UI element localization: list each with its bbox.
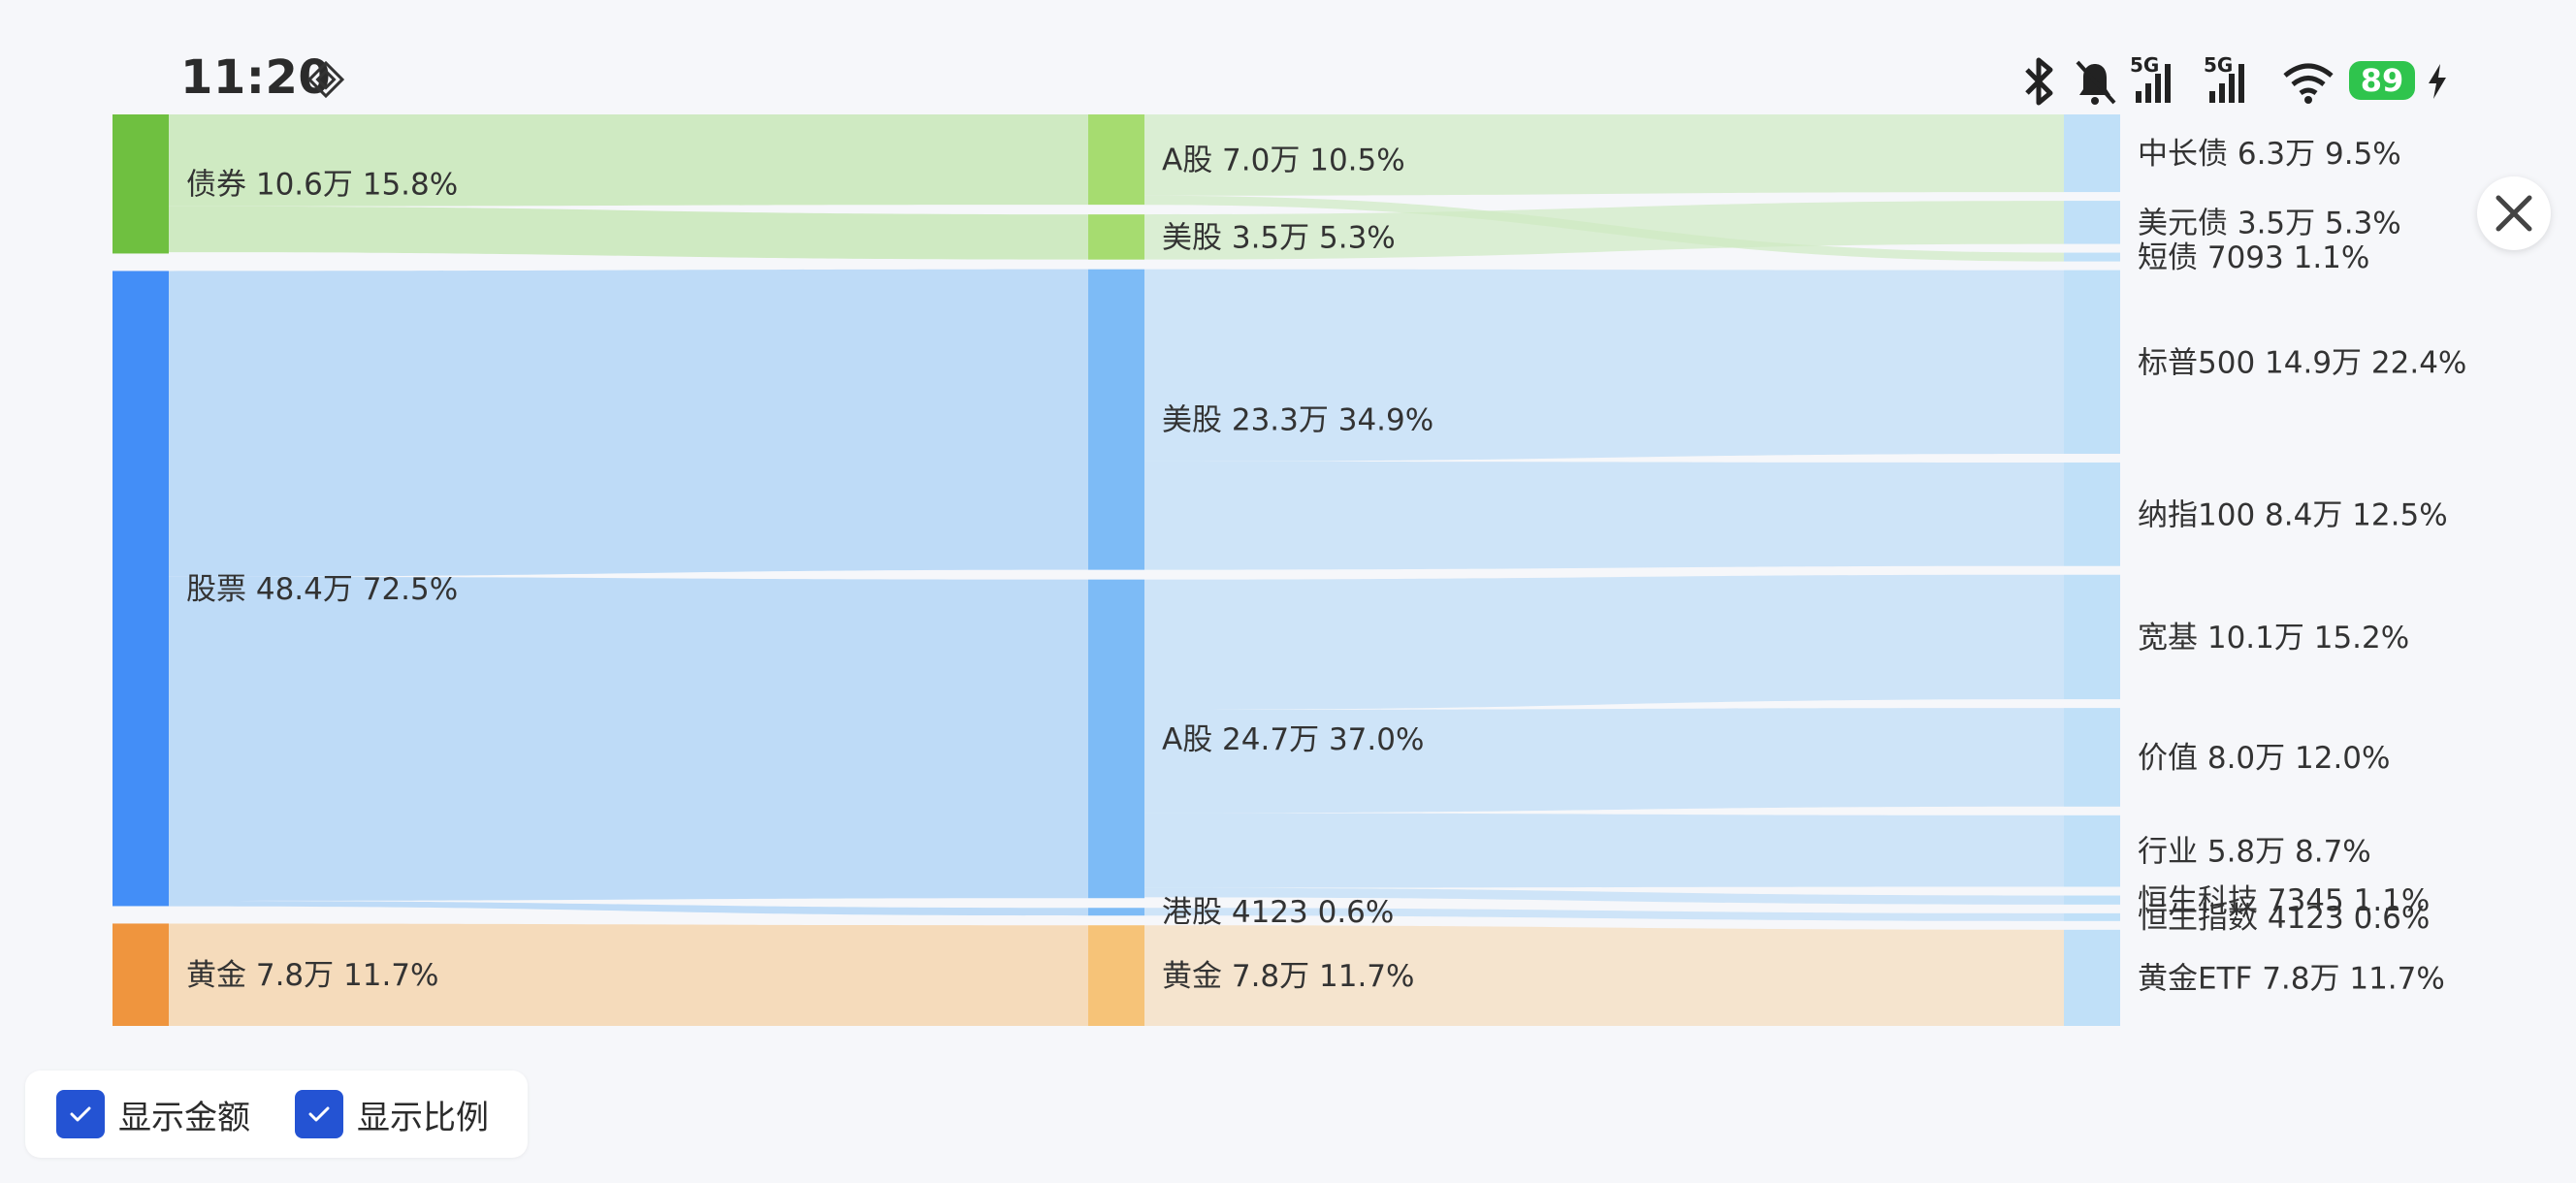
show-amount-checkbox[interactable]: [56, 1090, 105, 1138]
link-stock-stock_hk[interactable]: [169, 901, 1088, 916]
node-stock_hk[interactable]: [1088, 908, 1144, 916]
node-label-long_bond: 中长债 6.3万 9.5%: [2138, 137, 2401, 172]
node-sp500[interactable]: [2064, 270, 2120, 454]
node-label-gold_mid: 黄金 7.8万 11.7%: [1162, 959, 1415, 994]
node-label-gold_etf: 黄金ETF 7.8万 11.7%: [2138, 961, 2445, 996]
link-stock_a-broad[interactable]: [1144, 574, 2064, 711]
show-ratio-label: 显示比例: [357, 1098, 489, 1137]
node-label-hstech: 恒生科技 7345 1.1%: [2138, 883, 2430, 918]
node-label-gold: 黄金 7.8万 11.7%: [186, 958, 439, 993]
node-stock_a[interactable]: [1088, 579, 1144, 899]
link-bond-bond_a[interactable]: [169, 114, 1088, 207]
node-short_bond[interactable]: [2064, 252, 2120, 262]
node-broad[interactable]: [2064, 574, 2120, 700]
link-bond-bond_us[interactable]: [169, 206, 1088, 260]
link-stock_a-value[interactable]: [1144, 708, 2064, 814]
link-stock_us-ndx100[interactable]: [1144, 461, 2064, 570]
node-label-short_bond: 短债 7093 1.1%: [2138, 240, 2369, 275]
close-icon: [2496, 195, 2532, 232]
node-label-stock_a: A股 24.7万 37.0%: [1162, 722, 1424, 757]
node-hstech[interactable]: [2064, 895, 2120, 905]
link-stock_hk-hsi[interactable]: [1144, 908, 2064, 921]
node-gold_mid[interactable]: [1088, 925, 1144, 1026]
nodes-layer: [113, 114, 2120, 1026]
checkmark-icon: [70, 1106, 91, 1122]
node-label-value: 价值 8.0万 12.0%: [2138, 741, 2391, 776]
link-gold-gold_mid[interactable]: [169, 923, 1088, 1026]
labels-layer: 债券 10.6万 15.8% 股票 48.4万 72.5% 黄金 7.8万 11.7…: [186, 137, 2466, 996]
node-hsi[interactable]: [2064, 912, 2120, 921]
node-label-stock: 股票 48.4万 72.5%: [186, 572, 458, 607]
show-ratio-checkbox[interactable]: [295, 1090, 343, 1138]
node-label-ndx100: 纳指100 8.4万 12.5%: [2138, 497, 2448, 532]
link-gold_mid-gold_etf[interactable]: [1144, 925, 2064, 1026]
show-amount-toggle[interactable]: 显示金额: [56, 1088, 250, 1140]
node-label-sp500: 标普500 14.9万 22.4%: [2138, 345, 2466, 380]
node-label-stock_hk: 港股 4123 0.6%: [1162, 895, 1394, 930]
checkmark-icon: [308, 1106, 330, 1122]
node-label-stock_us: 美股 23.3万 34.9%: [1162, 403, 1433, 438]
node-stock[interactable]: [113, 271, 169, 907]
link-stock_a-sector[interactable]: [1144, 813, 2064, 888]
node-gold[interactable]: [113, 923, 169, 1026]
display-options-panel: 显示金额 显示比例: [25, 1071, 528, 1158]
node-sector[interactable]: [2064, 815, 2120, 887]
node-value[interactable]: [2064, 708, 2120, 807]
node-gold_etf[interactable]: [2064, 929, 2120, 1026]
node-label-usd_bond: 美元债 3.5万 5.3%: [2138, 206, 2401, 240]
node-bond_us[interactable]: [1088, 214, 1144, 260]
node-bond_a[interactable]: [1088, 114, 1144, 206]
link-stock-stock_us[interactable]: [169, 269, 1088, 577]
link-stock_a-hstech[interactable]: [1144, 887, 2064, 905]
node-label-bond_us: 美股 3.5万 5.3%: [1162, 220, 1396, 255]
link-stock-stock_a[interactable]: [169, 576, 1088, 902]
close-button[interactable]: [2477, 176, 2551, 250]
show-amount-label: 显示金额: [118, 1098, 250, 1137]
node-ndx100[interactable]: [2064, 462, 2120, 566]
node-label-bond: 债券 10.6万 15.8%: [186, 168, 458, 203]
link-bond_a-long_bond[interactable]: [1144, 114, 2064, 196]
link-bond_us-usd_bond[interactable]: [1144, 201, 2064, 260]
node-label-sector: 行业 5.8万 8.7%: [2138, 835, 2371, 870]
link-stock_us-sp500[interactable]: [1144, 269, 2064, 462]
node-usd_bond[interactable]: [2064, 201, 2120, 244]
node-long_bond[interactable]: [2064, 114, 2120, 193]
node-label-broad: 宽基 10.1万 15.2%: [2138, 621, 2409, 655]
node-label-bond_a: A股 7.0万 10.5%: [1162, 144, 1405, 178]
node-stock_us[interactable]: [1088, 269, 1144, 570]
show-ratio-toggle[interactable]: 显示比例: [295, 1088, 489, 1140]
node-label-hsi: 恒生指数 4123 0.6%: [2138, 901, 2430, 936]
node-bond[interactable]: [113, 114, 169, 254]
links-layer: [169, 114, 2064, 1026]
